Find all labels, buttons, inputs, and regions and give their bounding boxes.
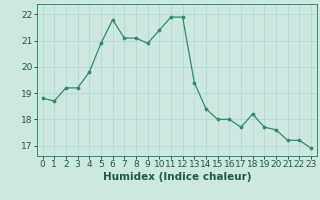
X-axis label: Humidex (Indice chaleur): Humidex (Indice chaleur)	[102, 172, 251, 182]
